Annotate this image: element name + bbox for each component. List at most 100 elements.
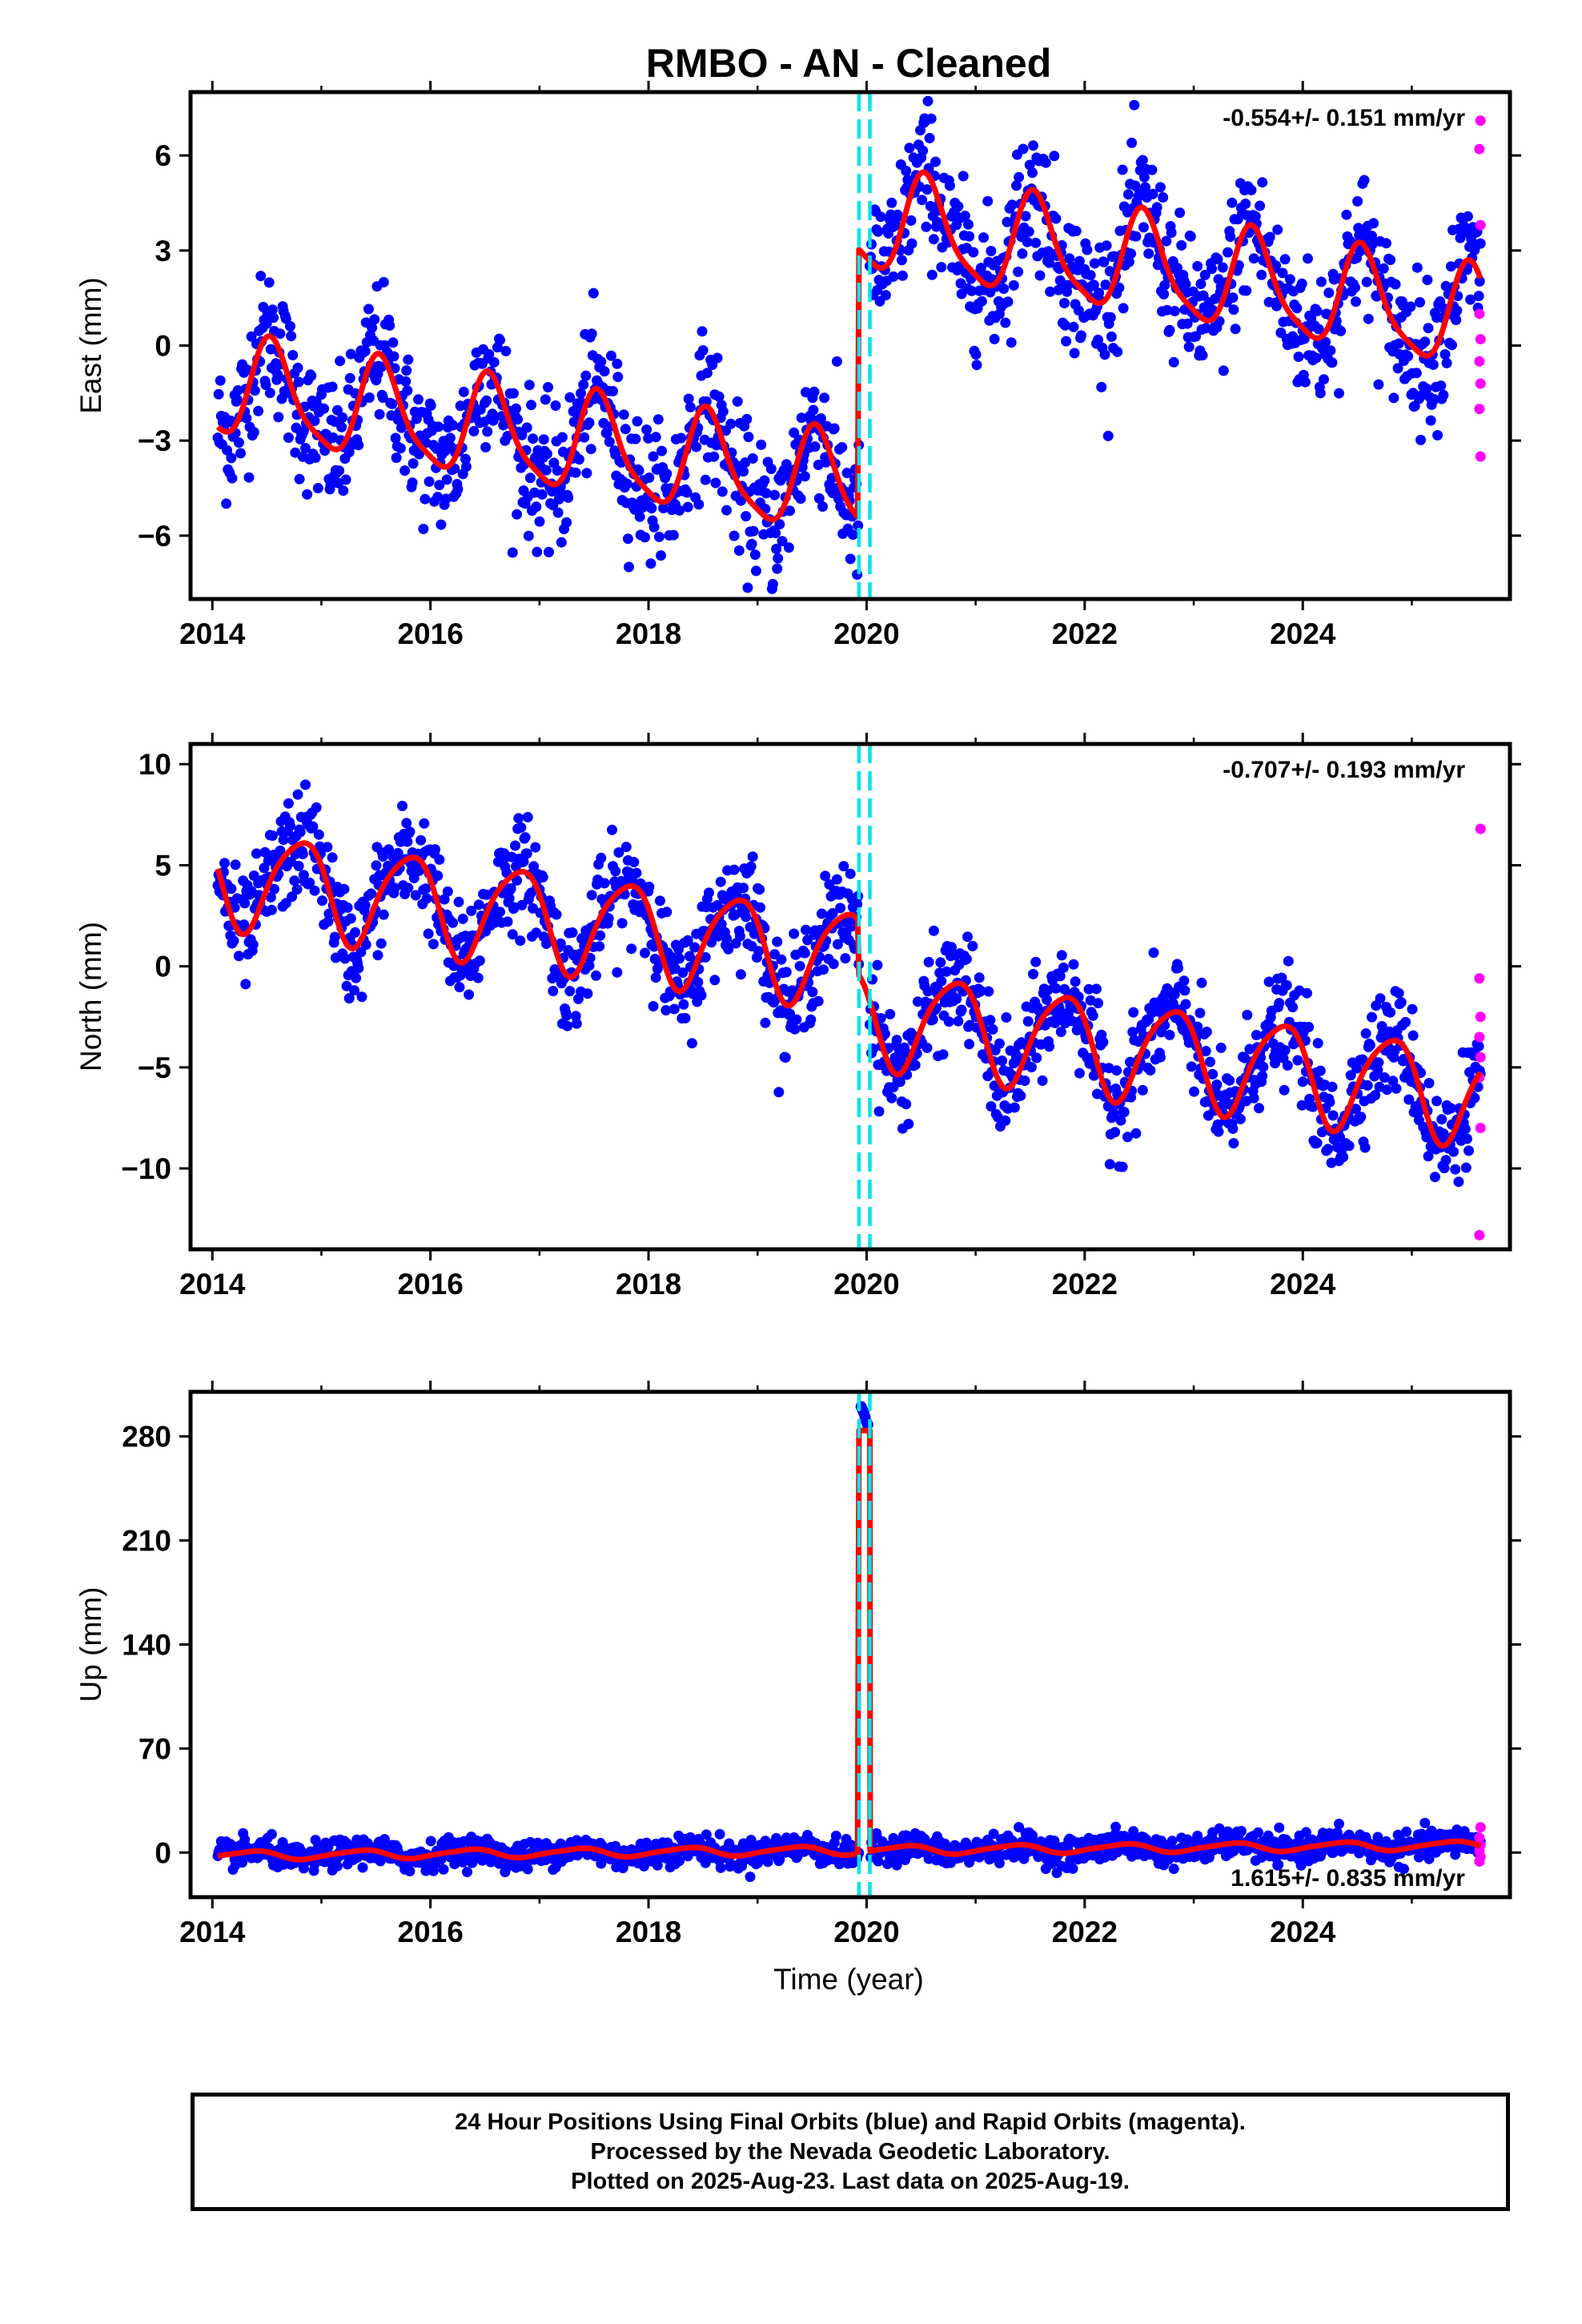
north-final-point <box>1137 1084 1148 1096</box>
north-final-point <box>1287 1002 1299 1013</box>
east-final-point <box>936 262 947 273</box>
east-final-point <box>1319 374 1329 385</box>
east-final-point <box>436 519 447 530</box>
east-final-point <box>541 448 552 460</box>
east-final-point <box>809 441 821 452</box>
east-final-point <box>700 474 711 485</box>
east-final-point <box>845 553 856 565</box>
east-final-point <box>1351 296 1361 308</box>
north-final-point <box>495 907 505 918</box>
north-final-point <box>1000 1115 1011 1126</box>
north-final-point <box>780 1052 791 1063</box>
east-final-point <box>747 453 758 464</box>
east-final-point <box>1168 356 1179 368</box>
east-final-point <box>648 451 659 462</box>
north-final-point <box>416 834 427 846</box>
east-final-point <box>917 145 929 156</box>
north-final-point <box>1254 1103 1264 1114</box>
north-final-point <box>1111 1065 1122 1076</box>
east-final-point <box>388 351 400 362</box>
north-final-point <box>1200 1046 1211 1056</box>
north-final-point <box>1343 1140 1355 1152</box>
north-final-point <box>1385 1007 1396 1018</box>
north-final-point <box>1201 1027 1212 1037</box>
north-final-point <box>420 883 432 895</box>
east-rapid-orbit-points <box>1474 115 1486 462</box>
east-final-point <box>312 483 323 493</box>
east-final-point <box>733 545 745 556</box>
up-final-point <box>1027 1830 1038 1841</box>
east-final-point <box>1452 305 1463 316</box>
north-final-point <box>1431 1096 1442 1107</box>
north-final-point <box>1044 1041 1054 1052</box>
north-final-point <box>1104 1159 1115 1170</box>
north-final-point <box>1122 1132 1133 1143</box>
east-final-point <box>749 549 761 561</box>
north-final-point <box>434 854 445 865</box>
up-final-point <box>1235 1826 1247 1836</box>
up-final-point <box>701 1829 712 1840</box>
east-final-point <box>880 290 891 301</box>
east-final-point <box>1166 227 1177 238</box>
east-final-point <box>1192 260 1203 271</box>
east-final-point <box>1240 199 1251 209</box>
east-final-point <box>425 400 436 411</box>
north-final-point <box>1058 962 1069 973</box>
east-final-point <box>697 345 709 356</box>
north-final-point <box>749 928 760 939</box>
east-final-point <box>231 394 243 405</box>
east-final-point <box>534 516 545 527</box>
north-final-point <box>1364 1039 1375 1051</box>
east-final-point <box>741 511 752 522</box>
east-final-point <box>1445 261 1456 272</box>
north-final-point <box>669 1003 680 1015</box>
north-final-point <box>419 818 430 829</box>
east-final-point <box>452 484 464 495</box>
north-final-point <box>522 811 533 822</box>
north-final-point <box>1464 1145 1474 1156</box>
up-y-tick-label: 210 <box>122 1525 171 1558</box>
north-final-point <box>342 902 353 913</box>
up-y-tick-label: 280 <box>122 1421 171 1454</box>
east-final-point <box>978 232 989 243</box>
east-final-point <box>622 533 633 545</box>
east-final-point <box>1367 231 1377 241</box>
north-final-point <box>1242 1009 1253 1020</box>
east-final-point <box>1241 285 1252 296</box>
north-final-point <box>1395 997 1407 1008</box>
east-final-point <box>691 441 702 452</box>
north-final-point <box>816 908 827 919</box>
north-final-point <box>259 846 271 858</box>
north-final-point <box>423 928 434 939</box>
east-final-point <box>273 412 284 423</box>
north-final-point <box>928 925 939 936</box>
north-final-point <box>454 982 465 993</box>
east-final-point <box>532 546 543 557</box>
east-final-point <box>1403 351 1414 362</box>
east-final-point <box>896 255 907 266</box>
up-final-orbit-points <box>212 1401 1486 1883</box>
north-final-point <box>1274 998 1285 1009</box>
east-final-point <box>712 352 723 364</box>
east-final-point <box>377 392 388 404</box>
east-final-point <box>725 418 737 429</box>
north-final-point <box>359 899 371 911</box>
north-final-point <box>967 940 978 951</box>
up-final-point <box>988 1828 999 1839</box>
up-rapid-point <box>1474 1856 1485 1867</box>
north-final-point <box>1303 1022 1315 1032</box>
east-final-point <box>852 569 863 580</box>
up-final-point <box>522 1864 533 1875</box>
east-final-point <box>998 283 1010 294</box>
east-final-point <box>1013 266 1024 277</box>
north-final-point <box>1460 1162 1472 1173</box>
up-final-point <box>641 1837 652 1848</box>
east-final-point <box>309 416 320 426</box>
up-y-tick-label: 70 <box>139 1732 171 1765</box>
east-final-point <box>1014 171 1025 183</box>
north-final-point <box>1098 1036 1109 1047</box>
north-rapid-point <box>1474 1031 1485 1043</box>
north-final-point <box>599 878 610 889</box>
north-data-layer <box>212 779 1486 1240</box>
